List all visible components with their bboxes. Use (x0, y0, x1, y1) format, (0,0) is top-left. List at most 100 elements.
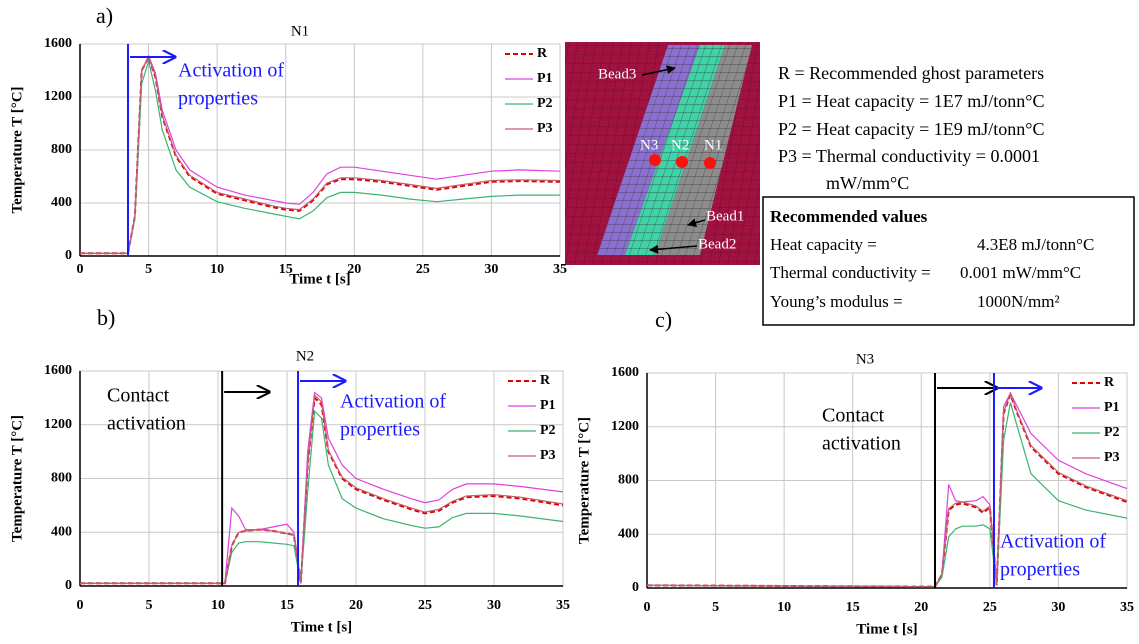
x-tick-label: 5 (712, 600, 719, 615)
legend-label: P2 (537, 96, 553, 111)
annotation: Contact (822, 405, 885, 427)
chart-title: N2 (296, 348, 314, 364)
x-axis-title: Time t [s] (291, 619, 352, 635)
legend-label: P2 (540, 423, 556, 438)
y-tick-label: 800 (618, 473, 639, 488)
annotation: Activation of (340, 391, 446, 413)
annotation: properties (340, 419, 420, 441)
y-tick-label: 800 (51, 471, 72, 486)
legend-label: R (540, 373, 551, 388)
series-line (80, 56, 560, 253)
legend-label: P3 (540, 448, 556, 463)
series-line (80, 57, 560, 253)
y-axis-title: Temperature T [°C] (576, 417, 592, 544)
chart: 0 400 800 1200 1600 0 5 10 15 20 25 30 35 R P1 P2 P3 Cont… (9, 305, 570, 635)
mesh-label: Bead3 (598, 66, 636, 82)
y-tick-label: 1600 (44, 36, 72, 51)
node-n2 (676, 156, 688, 168)
legend-label: R (537, 46, 548, 61)
x-tick-label: 30 (484, 262, 498, 277)
box-value: 1000N/mm² (977, 292, 1060, 311)
x-tick-label: 5 (145, 262, 152, 277)
y-tick-label: 1600 (44, 363, 72, 378)
node-n1 (704, 157, 716, 169)
box-key: Young’s modulus = (770, 292, 903, 311)
chart: 04008001200160005101520253035RP1P2P3Cont… (576, 307, 1134, 637)
series-line (80, 61, 560, 253)
mesh-image: Bead3 N3 N2 N1 Bead1 Bead2 (565, 42, 760, 265)
mesh-label: Bead2 (698, 236, 736, 252)
x-tick-label: 20 (914, 600, 928, 615)
y-tick-label: 400 (51, 195, 72, 210)
legend-label: P3 (537, 121, 553, 136)
annotation: properties (178, 88, 258, 110)
legend-label: P1 (540, 398, 556, 413)
series-line (80, 411, 563, 583)
annotation: properties (1000, 559, 1080, 581)
box-key: Heat capacity = (770, 235, 877, 254)
y-tick-label: 400 (51, 524, 72, 539)
x-tick-label: 10 (211, 598, 225, 613)
annotation: activation (822, 433, 901, 455)
x-tick-label: 10 (777, 600, 791, 615)
node-n3 (649, 154, 661, 166)
legend-label: R (1104, 375, 1115, 390)
panel-label: c) (655, 307, 672, 332)
y-tick-label: 0 (65, 578, 72, 593)
series-line (80, 57, 560, 253)
box-title: Recommended values (770, 207, 928, 226)
x-tick-label: 20 (349, 598, 363, 613)
definitions: R = Recommended ghost parameters P1 = He… (778, 63, 1044, 193)
y-tick-label: 400 (618, 526, 639, 541)
x-tick-label: 30 (487, 598, 501, 613)
x-tick-label: 15 (280, 598, 294, 613)
x-tick-label: 25 (416, 262, 430, 277)
figure: Bead3 N3 N2 N1 Bead1 Bead2 R = Recommend… (0, 0, 1139, 644)
definition: P1 = Heat capacity = 1E7 mJ/tonn°C (778, 91, 1044, 111)
y-axis-title: Temperature T [°C] (9, 86, 25, 213)
mesh-label: N3 (640, 137, 658, 153)
panel-label: b) (97, 305, 115, 330)
x-axis-title: Time t [s] (856, 621, 917, 637)
x-tick-label: 35 (553, 262, 567, 277)
recommended-box: Recommended values Heat capacity = 4.3E8… (763, 197, 1134, 325)
chart-title: N3 (856, 351, 874, 367)
annotation: activation (107, 413, 186, 435)
y-axis-title: Temperature T [°C] (9, 415, 25, 542)
legend-label: P3 (1104, 450, 1120, 465)
legend-label: P1 (1104, 400, 1120, 415)
x-tick-label: 30 (1051, 600, 1065, 615)
definition: P2 = Heat capacity = 1E9 mJ/tonn°C (778, 119, 1044, 139)
y-tick-label: 1200 (44, 417, 72, 432)
annotation: Activation of (178, 60, 284, 82)
mesh-label: N2 (671, 137, 689, 153)
box-value: 4.3E8 mJ/tonn°C (977, 235, 1094, 254)
panel-label: a) (96, 3, 113, 28)
legend-label: P2 (1104, 425, 1120, 440)
x-tick-label: 0 (644, 600, 651, 615)
y-tick-label: 1600 (611, 365, 639, 380)
x-tick-label: 0 (77, 262, 84, 277)
x-tick-label: 25 (418, 598, 432, 613)
x-tick-label: 5 (146, 598, 153, 613)
annotation: Activation of (1000, 531, 1106, 553)
x-tick-label: 10 (210, 262, 224, 277)
y-tick-label: 1200 (44, 89, 72, 104)
y-tick-label: 800 (51, 142, 72, 157)
definition: R = Recommended ghost parameters (778, 63, 1044, 83)
x-tick-label: 15 (846, 600, 860, 615)
box-value: 0.001 mW/mm°C (960, 263, 1081, 282)
x-tick-label: 35 (1120, 600, 1134, 615)
definition: P3 = Thermal conductivity = 0.0001 (778, 146, 1040, 166)
legend-label: P1 (537, 71, 553, 86)
definition: mW/mm°C (826, 173, 909, 193)
annotation: Contact (107, 385, 170, 407)
x-tick-label: 35 (556, 598, 570, 613)
y-tick-label: 0 (632, 580, 639, 595)
x-tick-label: 0 (77, 598, 84, 613)
mesh-label: N1 (704, 137, 722, 153)
y-tick-label: 0 (65, 248, 72, 263)
mesh-label: Bead1 (706, 208, 744, 224)
y-tick-label: 1200 (611, 419, 639, 434)
